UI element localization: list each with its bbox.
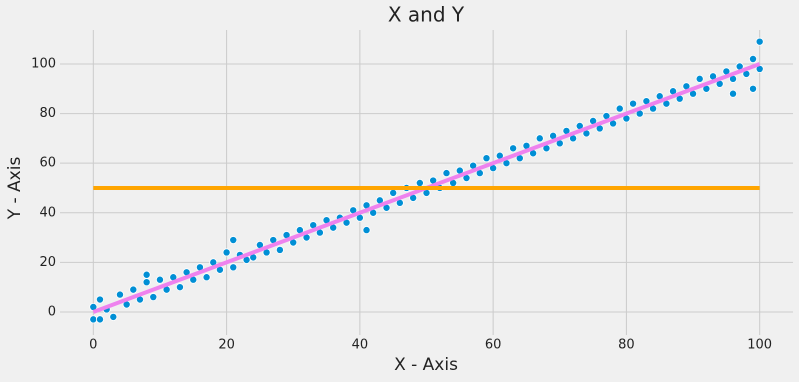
scatter-point xyxy=(229,236,238,245)
scatter-point xyxy=(142,278,151,287)
x-tick-label: 40 xyxy=(352,338,369,353)
scatter-point xyxy=(389,188,398,197)
scatter-point xyxy=(222,248,231,257)
x-tick-label: 80 xyxy=(618,338,635,353)
scatter-point xyxy=(749,55,758,64)
x-tick-label: 100 xyxy=(747,338,772,353)
scatter-point xyxy=(115,290,124,299)
scatter-point xyxy=(629,99,638,108)
scatter-point xyxy=(535,134,544,143)
scatter-point xyxy=(442,169,451,178)
scatter-point xyxy=(229,263,238,272)
scatter-point xyxy=(129,285,138,294)
x-tick-label: 60 xyxy=(485,338,502,353)
y-tick-label: 80 xyxy=(39,106,56,121)
scatter-point xyxy=(142,270,151,279)
scatter-point xyxy=(695,74,704,83)
chart-title: X and Y xyxy=(388,3,465,27)
scatter-point xyxy=(175,283,184,292)
y-tick-label: 100 xyxy=(31,56,56,71)
scatter-point xyxy=(362,226,371,235)
scatter-point xyxy=(729,89,738,98)
scatter-point xyxy=(149,293,158,302)
y-tick-label: 40 xyxy=(39,205,56,220)
scatter-point xyxy=(415,178,424,187)
y-tick-label: 20 xyxy=(39,255,56,270)
scatter-point xyxy=(95,295,104,304)
scatter-point xyxy=(95,315,104,324)
scatter-point xyxy=(202,273,211,282)
x-axis-label: X - Axis xyxy=(394,355,458,375)
scatter-point xyxy=(749,84,758,93)
scatter-point xyxy=(615,104,624,113)
scatter-point xyxy=(155,275,164,284)
scatter-point xyxy=(755,37,764,46)
y-tick-label: 60 xyxy=(39,156,56,171)
y-tick-label: 0 xyxy=(48,304,56,319)
scatter-point xyxy=(482,154,491,163)
scatter-point xyxy=(109,312,118,321)
x-tick-label: 20 xyxy=(218,338,235,353)
x-tick-label: 0 xyxy=(89,338,97,353)
scatter-point xyxy=(275,245,284,254)
scatter-point xyxy=(509,144,518,153)
scatter-point xyxy=(89,315,98,324)
y-axis-label: Y - Axis xyxy=(5,157,25,221)
